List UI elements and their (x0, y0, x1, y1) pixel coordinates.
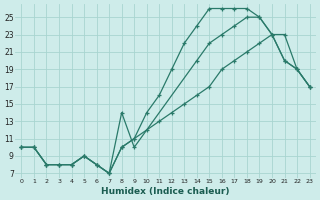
X-axis label: Humidex (Indice chaleur): Humidex (Indice chaleur) (101, 187, 230, 196)
